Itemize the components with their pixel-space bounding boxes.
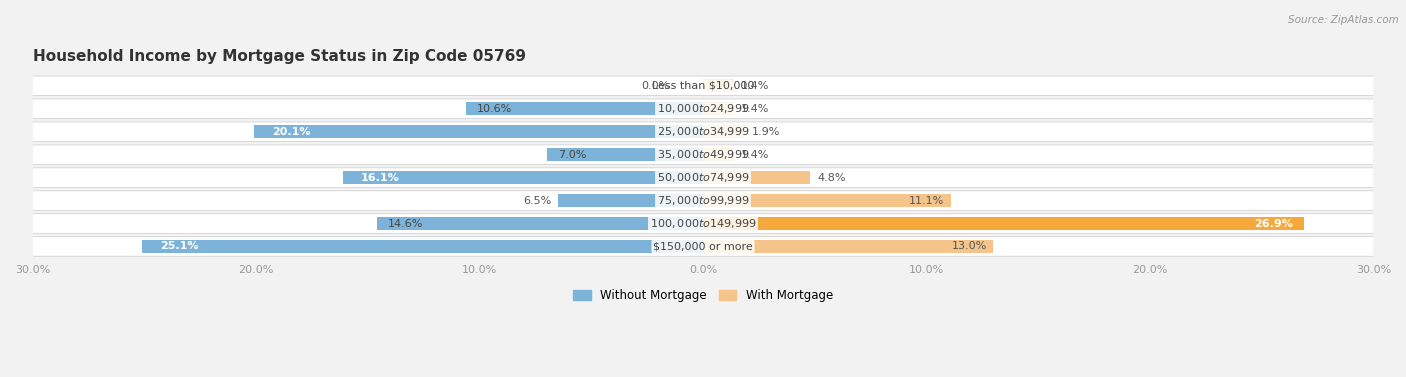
- Text: 4.8%: 4.8%: [817, 173, 845, 182]
- Text: 10.6%: 10.6%: [477, 104, 513, 114]
- Bar: [343, 171, 703, 184]
- Bar: [703, 103, 734, 115]
- Text: Source: ZipAtlas.com: Source: ZipAtlas.com: [1288, 15, 1399, 25]
- Text: Household Income by Mortgage Status in Zip Code 05769: Household Income by Mortgage Status in Z…: [32, 49, 526, 64]
- FancyBboxPatch shape: [28, 76, 1378, 95]
- Text: 11.1%: 11.1%: [910, 196, 945, 205]
- Text: 6.5%: 6.5%: [523, 196, 551, 205]
- Text: 7.0%: 7.0%: [558, 150, 586, 160]
- Text: $10,000 to $24,999: $10,000 to $24,999: [657, 102, 749, 115]
- Bar: [703, 126, 745, 138]
- Bar: [558, 194, 703, 207]
- FancyBboxPatch shape: [28, 99, 1378, 118]
- Text: 1.4%: 1.4%: [741, 104, 769, 114]
- Text: $35,000 to $49,999: $35,000 to $49,999: [657, 148, 749, 161]
- Text: 1.4%: 1.4%: [741, 81, 769, 91]
- Text: 16.1%: 16.1%: [361, 173, 399, 182]
- Text: 26.9%: 26.9%: [1254, 219, 1294, 228]
- FancyBboxPatch shape: [28, 145, 1378, 164]
- Text: $25,000 to $34,999: $25,000 to $34,999: [657, 125, 749, 138]
- Text: 25.1%: 25.1%: [160, 241, 198, 251]
- Text: 1.4%: 1.4%: [741, 150, 769, 160]
- Bar: [703, 149, 734, 161]
- FancyBboxPatch shape: [28, 122, 1378, 141]
- Text: 14.6%: 14.6%: [388, 219, 423, 228]
- Bar: [254, 126, 703, 138]
- Text: $50,000 to $74,999: $50,000 to $74,999: [657, 171, 749, 184]
- Text: Less than $10,000: Less than $10,000: [652, 81, 754, 91]
- FancyBboxPatch shape: [28, 214, 1378, 233]
- Bar: [467, 103, 703, 115]
- Bar: [547, 149, 703, 161]
- Bar: [703, 194, 950, 207]
- Bar: [377, 217, 703, 230]
- Text: 1.9%: 1.9%: [752, 127, 780, 137]
- Text: $100,000 to $149,999: $100,000 to $149,999: [650, 217, 756, 230]
- FancyBboxPatch shape: [28, 191, 1378, 210]
- Bar: [703, 240, 994, 253]
- Text: 13.0%: 13.0%: [952, 241, 987, 251]
- Text: 0.0%: 0.0%: [641, 81, 669, 91]
- Bar: [703, 171, 810, 184]
- Bar: [703, 80, 734, 92]
- Bar: [703, 217, 1305, 230]
- Text: 20.1%: 20.1%: [271, 127, 311, 137]
- Bar: [142, 240, 703, 253]
- FancyBboxPatch shape: [28, 237, 1378, 256]
- Legend: Without Mortgage, With Mortgage: Without Mortgage, With Mortgage: [568, 285, 838, 307]
- FancyBboxPatch shape: [28, 168, 1378, 187]
- Text: $150,000 or more: $150,000 or more: [654, 241, 752, 251]
- Text: $75,000 to $99,999: $75,000 to $99,999: [657, 194, 749, 207]
